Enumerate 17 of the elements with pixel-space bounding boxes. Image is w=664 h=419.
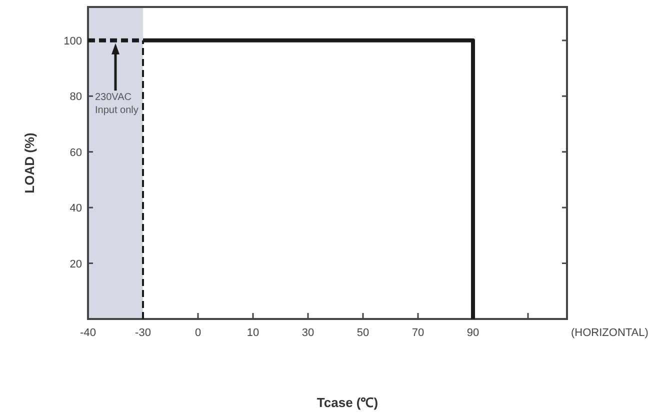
- x-tick-label: 0: [194, 327, 202, 339]
- x-tick-label: 90: [466, 327, 480, 339]
- x-tick-label: 30: [302, 327, 314, 339]
- y-tick-label: 40: [70, 202, 82, 215]
- x-tick-label: -30: [135, 327, 151, 339]
- y-axis-title: LOAD (%): [22, 132, 37, 194]
- x-axis-title: Tcase (℃): [316, 395, 378, 410]
- y-tick-label: 100: [64, 35, 82, 48]
- x-tick-label: 10: [246, 327, 260, 339]
- x-tick-label: 50: [356, 327, 370, 339]
- y-tick-label: 20: [70, 258, 82, 270]
- text: (HORIZONTAL): [571, 327, 648, 339]
- x-tick-label: 70: [412, 327, 424, 339]
- y-tick-label: 80: [70, 91, 82, 104]
- x-tick-label: -40: [80, 327, 96, 339]
- annotation: 230VAC Input only: [95, 92, 138, 116]
- y-tick-label: 60: [70, 146, 82, 159]
